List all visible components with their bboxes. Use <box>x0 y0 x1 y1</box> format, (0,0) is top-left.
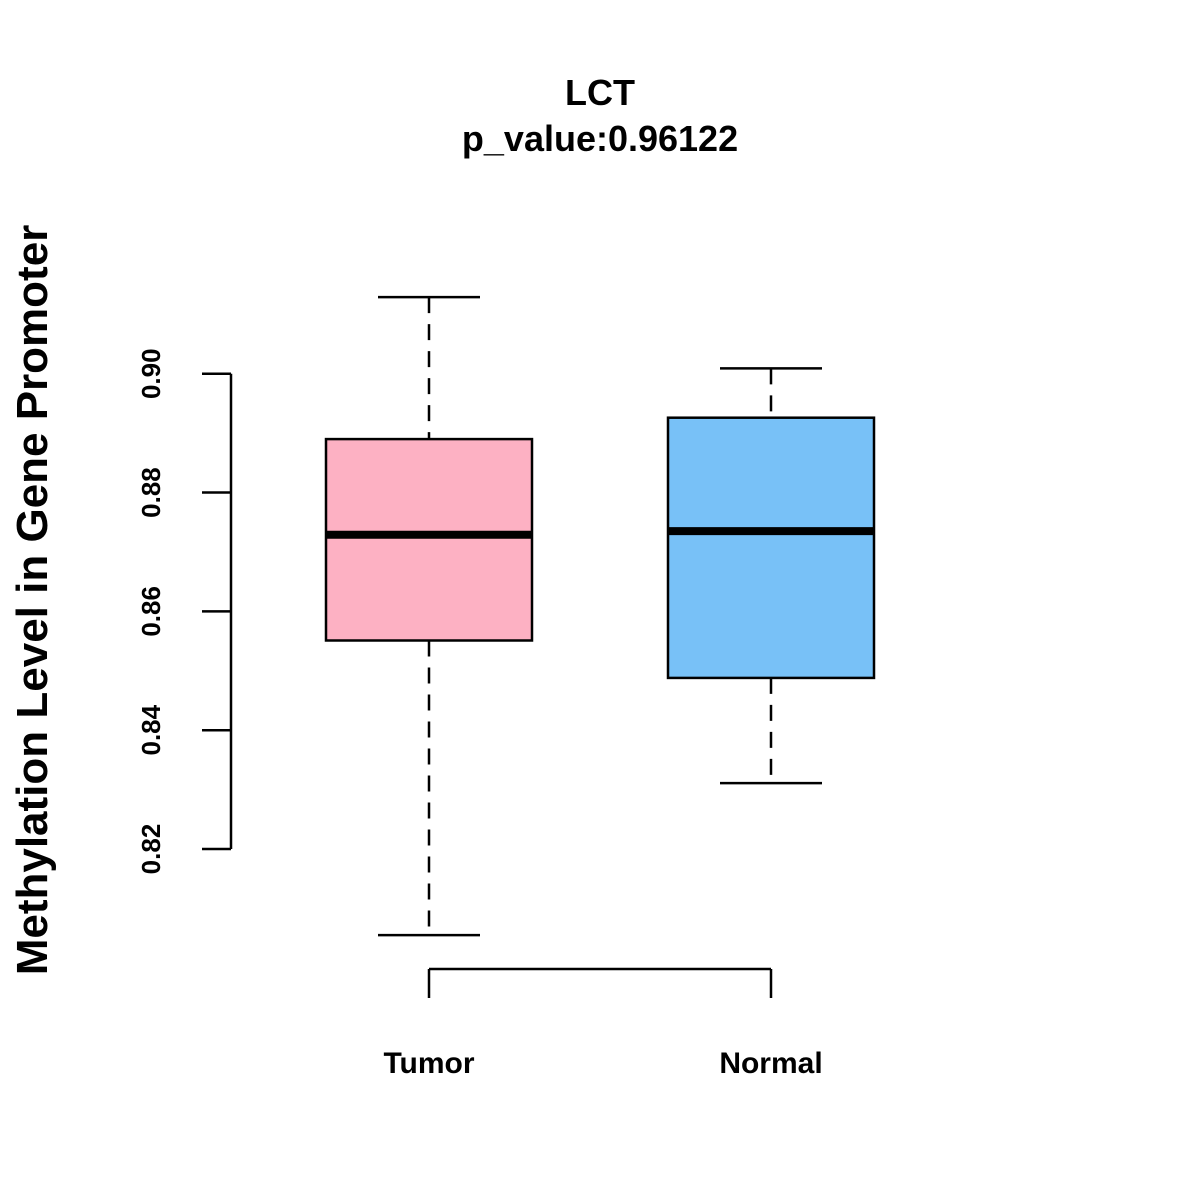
x-tick-label: Normal <box>719 1047 822 1080</box>
x-axis: Tumor Normal <box>383 967 823 1080</box>
y-tick-label: 0.82 <box>136 824 166 875</box>
y-tick-label: 0.84 <box>136 704 166 755</box>
boxes-group <box>324 295 876 937</box>
chart-title: LCT <box>565 72 635 113</box>
y-axis-label: Methylation Level in Gene Promoter <box>8 225 57 976</box>
box-iqr <box>666 416 876 680</box>
y-tick-label: 0.88 <box>136 467 166 518</box>
x-tick-label: Tumor <box>383 1047 474 1080</box>
box-normal <box>666 367 876 785</box>
y-tick-label: 0.90 <box>136 348 166 399</box>
box-iqr <box>324 437 534 642</box>
y-axis: 0.82 0.84 0.86 0.88 0.90 <box>136 348 233 875</box>
y-tick-label: 0.86 <box>136 586 166 637</box>
box-tumor <box>324 295 534 937</box>
chart-subtitle: p_value:0.96122 <box>462 118 738 159</box>
